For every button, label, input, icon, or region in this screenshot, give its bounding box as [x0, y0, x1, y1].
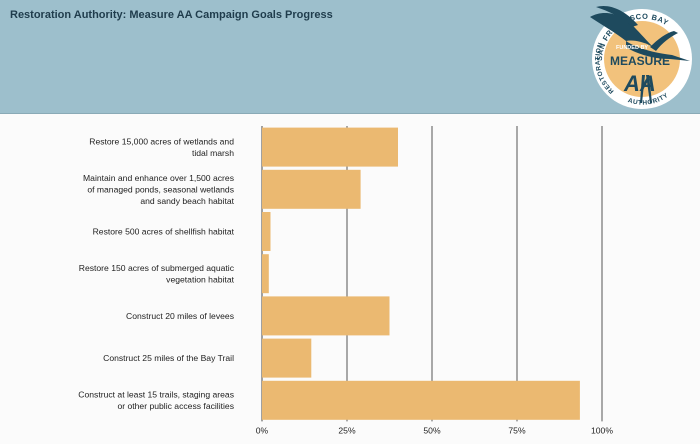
bar	[262, 212, 271, 251]
category-label: of managed ponds, seasonal wetlands	[87, 184, 234, 194]
category-label: Restore 150 acres of submerged aquatic	[79, 263, 235, 273]
category-label: Restore 15,000 acres of wetlands and	[89, 136, 234, 146]
x-tick-label: 0%	[256, 425, 269, 435]
category-labels: Restore 15,000 acres of wetlands and tida…	[78, 136, 234, 411]
x-tick-labels: 0% 25% 50% 75% 100%	[256, 425, 614, 435]
logo-measure: MEASURE	[610, 54, 670, 68]
bar	[262, 338, 312, 378]
measure-aa-logo: SAN FRANCISCO BAY RESTORATION AUTHORITY …	[590, 5, 692, 109]
category-label: or other public access facilities	[117, 401, 234, 411]
category-label: Maintain and enhance over 1,500 acres	[83, 173, 234, 183]
logo-aa: AA	[623, 71, 656, 96]
bars	[262, 127, 580, 420]
bar	[262, 254, 269, 294]
category-label: tidal marsh	[192, 148, 234, 158]
bar	[262, 169, 361, 209]
category-label: Restore 500 acres of shellfish habitat	[93, 227, 235, 237]
category-label: vegetation habitat	[166, 274, 234, 284]
page-title: Restoration Authority: Measure AA Campai…	[10, 9, 333, 21]
category-label: and sandy beach habitat	[140, 196, 234, 206]
category-label: Construct at least 15 trails, staging ar…	[78, 390, 234, 400]
x-tick-label: 75%	[508, 425, 526, 435]
x-tick-label: 50%	[423, 425, 441, 435]
category-label: Construct 20 miles of levees	[126, 311, 234, 321]
x-tick-label: 100%	[591, 425, 613, 435]
logo-funded-by: FUNDED BY	[616, 45, 648, 51]
header-banner: Restoration Authority: Measure AA Campai…	[0, 0, 700, 114]
x-tick-label: 25%	[338, 425, 356, 435]
category-label: Construct 25 miles of the Bay Trail	[103, 353, 234, 363]
bar	[262, 296, 390, 336]
heron-icon	[590, 5, 690, 103]
bar	[262, 127, 398, 167]
bar	[262, 380, 580, 420]
progress-bar-chart: Restore 15,000 acres of wetlands and tida…	[78, 126, 614, 435]
